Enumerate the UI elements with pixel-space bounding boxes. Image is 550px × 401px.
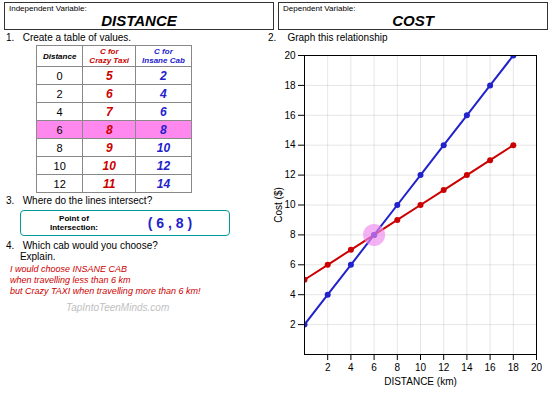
html-text:12: 12 — [156, 158, 171, 173]
html-text:14: 14 — [156, 176, 171, 191]
svg-text:4: 4 — [290, 289, 296, 300]
html-text:2. Graph this relationship: 2. Graph this relationship — [268, 32, 388, 43]
svg-text:6: 6 — [290, 259, 296, 270]
html-text:( 6 , 8 ): ( 6 , 8 ) — [147, 215, 193, 231]
html-text:2: 2 — [160, 68, 167, 83]
html-text:12: 12 — [53, 177, 66, 190]
html-text:7: 7 — [105, 104, 113, 119]
html-text:when travelling less than 6 km: when travelling less than 6 km — [10, 275, 131, 285]
svg-text:Cost ($): Cost ($) — [273, 187, 284, 223]
html-text:Dependent Variable:: Dependent Variable: — [283, 4, 356, 13]
svg-text:14: 14 — [461, 362, 473, 373]
html-text:Independent Variable:: Independent Variable: — [9, 4, 87, 13]
html-text:Distance: Distance — [43, 51, 77, 61]
html-text:8: 8 — [160, 122, 167, 137]
svg-text:16: 16 — [284, 110, 296, 121]
svg-text:12: 12 — [284, 169, 296, 180]
html-text:5: 5 — [105, 68, 113, 83]
svg-text:8: 8 — [290, 229, 296, 240]
svg-text:8: 8 — [395, 362, 401, 373]
html-text:10: 10 — [156, 140, 171, 155]
html-text:DISTANCE: DISTANCE — [101, 12, 177, 29]
svg-text:20: 20 — [284, 50, 296, 61]
html-text:11: 11 — [103, 176, 116, 191]
html-text:4. Which cab would you choose?: 4. Which cab would you choose? Explain. — [6, 240, 158, 262]
html-text:4: 4 — [56, 105, 63, 118]
html-text:Point of Intersection:: Point of Intersection: — [50, 214, 98, 232]
html-text:TapIntoTeenMinds.com: TapIntoTeenMinds.com — [66, 302, 170, 313]
svg-text:DISTANCE (km): DISTANCE (km) — [384, 376, 457, 387]
svg-text:18: 18 — [508, 362, 520, 373]
svg-text:6: 6 — [371, 362, 377, 373]
svg-text:12: 12 — [438, 362, 450, 373]
html-text:1. Create a table of values.: 1. Create a table of values. — [6, 32, 132, 43]
svg-text:4: 4 — [348, 362, 354, 373]
svg-text:18: 18 — [284, 80, 296, 91]
html-text:C for Crazy Taxi: C for Crazy Taxi — [89, 47, 130, 65]
svg-text:16: 16 — [485, 362, 497, 373]
svg-text:20: 20 — [531, 362, 543, 373]
html-text:9: 9 — [105, 140, 113, 155]
svg-text:2: 2 — [325, 362, 331, 373]
html-text:COST: COST — [392, 12, 434, 29]
html-text:8: 8 — [105, 122, 113, 137]
html-text:10: 10 — [53, 159, 66, 172]
svg-text:10: 10 — [284, 199, 296, 210]
html-text:I would choose INSANE CAB: I would choose INSANE CAB — [10, 264, 128, 274]
html-text:3. Where do the lines intersec: 3. Where do the lines intersect? — [6, 195, 153, 206]
html-text:6: 6 — [160, 104, 167, 119]
html-text:but Crazy TAXI when travelling: but Crazy TAXI when travelling more than… — [10, 286, 201, 296]
html-text:6: 6 — [105, 86, 113, 101]
html-text:6: 6 — [56, 123, 63, 136]
html-text:2: 2 — [56, 87, 63, 100]
svg-text:14: 14 — [284, 139, 296, 150]
svg-text:10: 10 — [415, 362, 427, 373]
html-text:8: 8 — [56, 141, 63, 154]
html-text:C for Insane Cab: C for Insane Cab — [142, 47, 185, 65]
html-text:10: 10 — [102, 158, 116, 173]
html-text:0: 0 — [56, 69, 63, 82]
svg-text:2: 2 — [290, 319, 296, 330]
html-text:4: 4 — [160, 86, 167, 101]
